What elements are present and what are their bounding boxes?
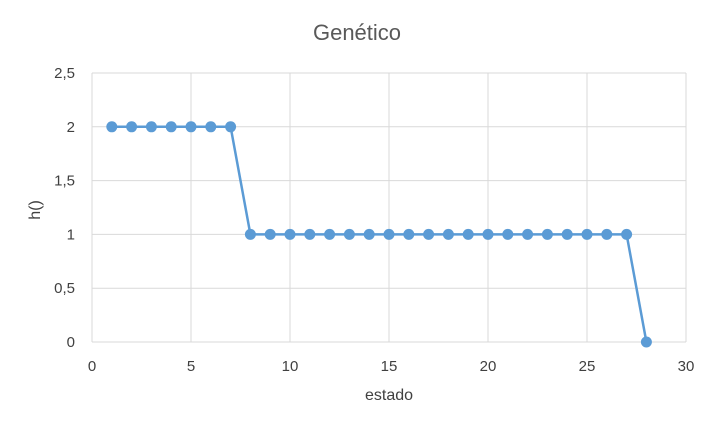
y-tick-label: 0,5 (54, 280, 75, 297)
data-point (423, 228, 435, 240)
data-point (522, 228, 534, 240)
data-point (640, 336, 652, 348)
x-tick-label: 15 (381, 358, 398, 375)
y-tick-label: 2,5 (54, 65, 75, 82)
data-point (541, 228, 553, 240)
y-tick-label: 1 (67, 226, 75, 243)
data-point (145, 121, 157, 133)
data-point (225, 121, 237, 133)
y-axis-label: h() (27, 200, 44, 220)
x-tick-label: 20 (480, 358, 497, 375)
x-tick-label: 25 (579, 358, 596, 375)
data-point (304, 228, 316, 240)
data-point (383, 228, 395, 240)
data-point (561, 228, 573, 240)
data-point (244, 228, 256, 240)
x-tick-label: 30 (678, 358, 695, 375)
y-axis-ticks: 0 0,5 1 1,5 2 2,5 (54, 65, 75, 351)
data-point (126, 121, 138, 133)
y-tick-label: 1,5 (54, 173, 75, 190)
data-point (601, 228, 613, 240)
y-tick-label: 0 (67, 334, 75, 351)
data-point (363, 228, 375, 240)
data-point (502, 228, 514, 240)
data-point (403, 228, 415, 240)
x-axis-label: estado (365, 387, 413, 404)
data-point (165, 121, 177, 133)
data-point (185, 121, 197, 133)
chart-title: Genético (313, 20, 401, 45)
data-point (106, 121, 118, 133)
grid (91, 72, 687, 343)
data-point (284, 228, 296, 240)
data-point (482, 228, 494, 240)
data-point (581, 228, 593, 240)
data-point (264, 228, 276, 240)
data-point (442, 228, 454, 240)
x-tick-label: 0 (88, 358, 96, 375)
y-tick-label: 2 (67, 119, 75, 136)
data-points (106, 121, 652, 348)
data-point (324, 228, 336, 240)
data-point (343, 228, 355, 240)
data-point (462, 228, 474, 240)
series-line (111, 125, 648, 343)
x-axis-ticks: 0 5 10 15 20 25 30 (88, 358, 695, 375)
data-point (205, 121, 217, 133)
x-tick-label: 5 (187, 358, 195, 375)
data-point (621, 228, 633, 240)
x-tick-label: 10 (282, 358, 299, 375)
